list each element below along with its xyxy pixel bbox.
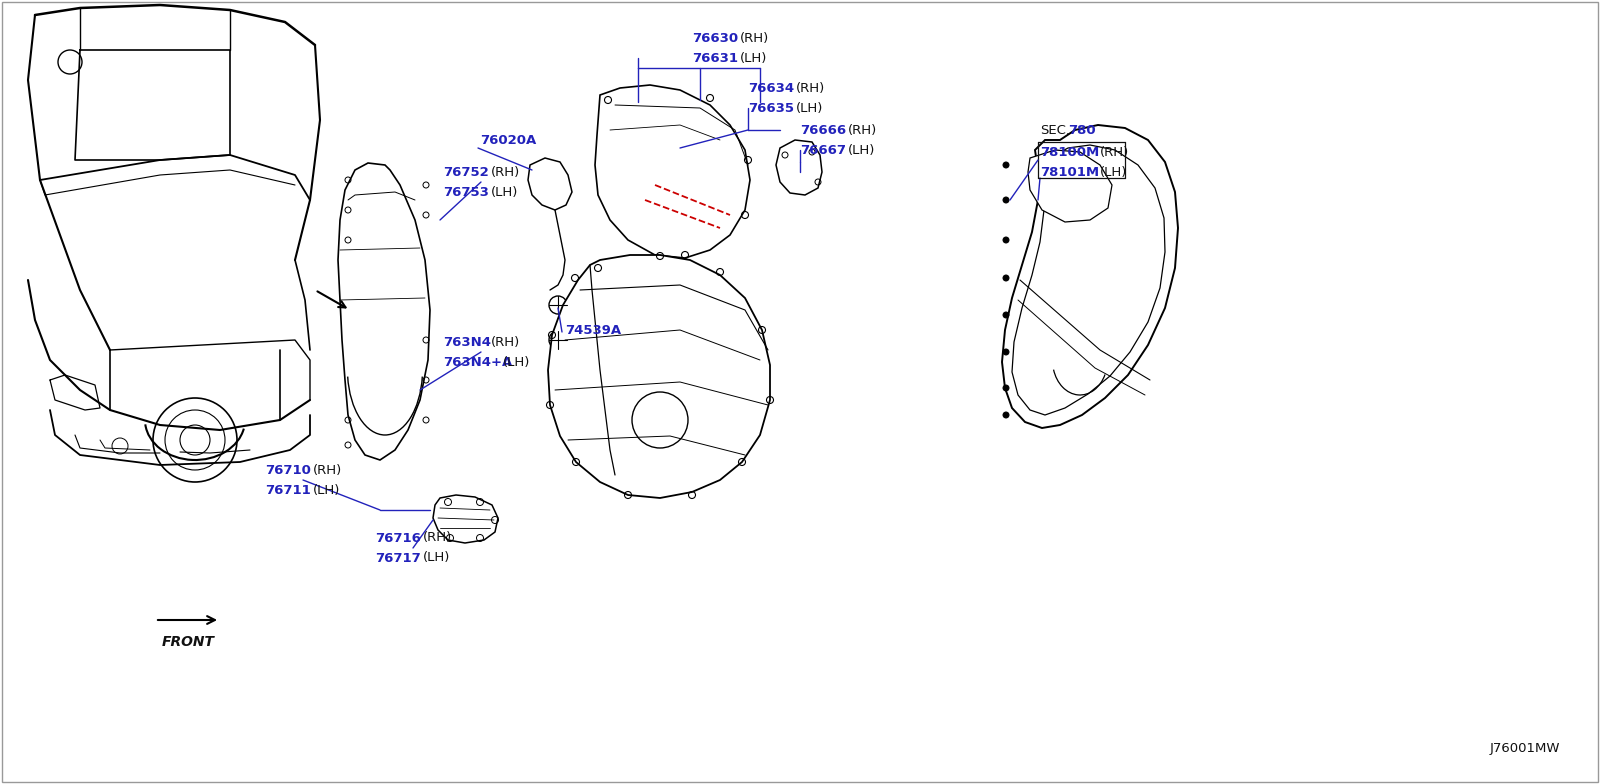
Text: 763N4: 763N4: [443, 336, 491, 349]
Text: 76716: 76716: [374, 532, 421, 545]
Text: (LH): (LH): [502, 355, 530, 368]
Text: 76711: 76711: [266, 484, 310, 496]
Text: 78101M: 78101M: [1040, 165, 1099, 179]
Text: 78100M: 78100M: [1040, 146, 1099, 158]
Polygon shape: [1027, 150, 1112, 222]
Polygon shape: [1013, 145, 1165, 415]
Text: J76001MW: J76001MW: [1490, 742, 1560, 755]
Polygon shape: [528, 158, 573, 210]
Text: (RH): (RH): [797, 82, 826, 95]
Circle shape: [1003, 349, 1010, 355]
Circle shape: [1003, 162, 1010, 168]
Text: 76634: 76634: [749, 82, 794, 95]
Text: (RH): (RH): [1101, 146, 1130, 158]
Text: 76710: 76710: [266, 463, 310, 477]
Text: 76631: 76631: [691, 52, 738, 64]
Text: 76752: 76752: [443, 165, 488, 179]
Text: 76020A: 76020A: [480, 133, 536, 147]
Text: 76630: 76630: [691, 31, 738, 45]
Circle shape: [1003, 237, 1010, 243]
Circle shape: [1003, 312, 1010, 318]
Text: (RH): (RH): [491, 165, 520, 179]
Text: (LH): (LH): [422, 551, 450, 564]
Polygon shape: [776, 140, 822, 195]
Circle shape: [1003, 197, 1010, 203]
Polygon shape: [595, 85, 750, 258]
Text: (LH): (LH): [491, 186, 518, 198]
Text: FRONT: FRONT: [162, 635, 214, 649]
Text: (LH): (LH): [797, 101, 824, 114]
Text: (RH): (RH): [422, 532, 453, 545]
Text: (LH): (LH): [1101, 165, 1128, 179]
Text: SEC.: SEC.: [1040, 124, 1070, 136]
Text: (LH): (LH): [848, 143, 875, 157]
Polygon shape: [1002, 125, 1178, 428]
Text: 763N4+A: 763N4+A: [443, 355, 512, 368]
Text: (RH): (RH): [848, 124, 877, 136]
Text: (RH): (RH): [491, 336, 520, 349]
Text: 76667: 76667: [800, 143, 846, 157]
Text: (RH): (RH): [739, 31, 770, 45]
Circle shape: [1003, 385, 1010, 391]
Text: 76717: 76717: [374, 551, 421, 564]
Text: 76666: 76666: [800, 124, 846, 136]
Circle shape: [1003, 412, 1010, 418]
Text: 74539A: 74539A: [565, 324, 621, 336]
Text: (LH): (LH): [739, 52, 768, 64]
Circle shape: [1003, 275, 1010, 281]
Text: 76753: 76753: [443, 186, 490, 198]
Text: 76635: 76635: [749, 101, 794, 114]
Text: 780: 780: [1069, 124, 1096, 136]
Polygon shape: [434, 495, 498, 543]
Polygon shape: [338, 163, 430, 460]
Text: (RH): (RH): [314, 463, 342, 477]
Polygon shape: [547, 255, 770, 498]
Text: (LH): (LH): [314, 484, 341, 496]
